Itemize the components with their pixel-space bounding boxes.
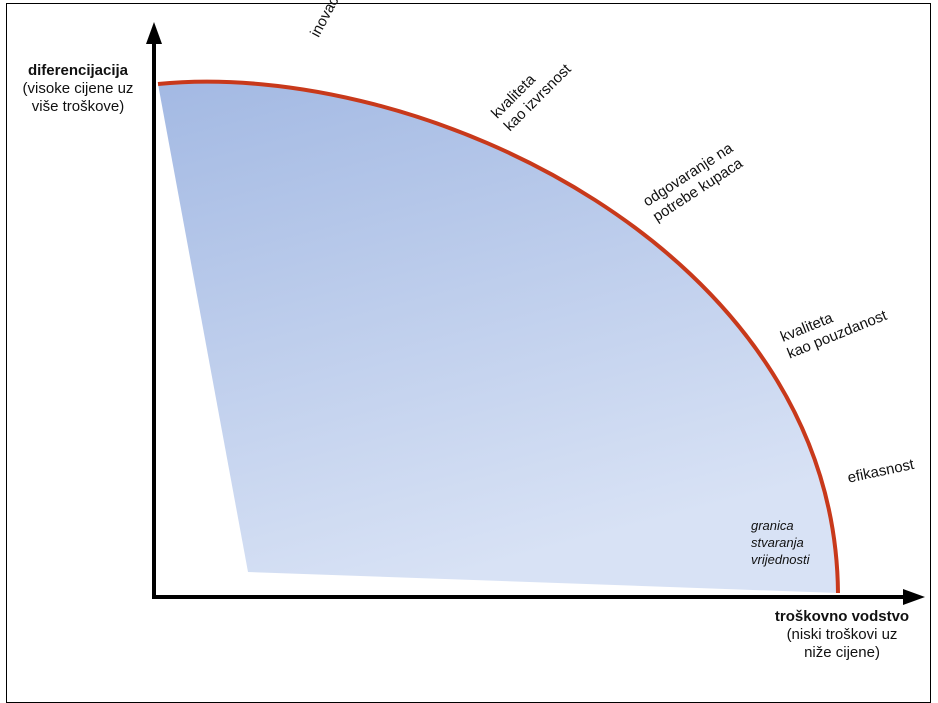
region-label-3: vrijednosti [751, 552, 810, 567]
x-axis-subtitle-2: niže cijene) [804, 644, 880, 661]
x-axis-arrowhead [903, 589, 925, 605]
value-creation-region [158, 81, 838, 593]
value-frontier-diagram [146, 22, 925, 605]
y-axis-subtitle-2: više troškove) [31, 98, 125, 115]
region-label: granica stvaranja vrijednosti [751, 517, 810, 568]
x-axis-title: troškovno vodstvo [774, 608, 910, 625]
region-label-1: granica [751, 518, 794, 533]
y-axis-arrowhead [146, 22, 162, 44]
value-frontier-curve [157, 79, 840, 594]
y-axis-title: diferencijacija [27, 62, 129, 79]
x-axis-label: troškovno vodstvo (niski troškovi uz niž… [752, 608, 932, 662]
y-axis-label: diferencijacija (visoke cijene uz više t… [10, 62, 146, 116]
x-axis-subtitle-1: (niski troškovi uz [786, 626, 898, 643]
region-label-2: stvaranja [751, 535, 804, 550]
y-axis-subtitle-1: (visoke cijene uz [22, 80, 134, 97]
